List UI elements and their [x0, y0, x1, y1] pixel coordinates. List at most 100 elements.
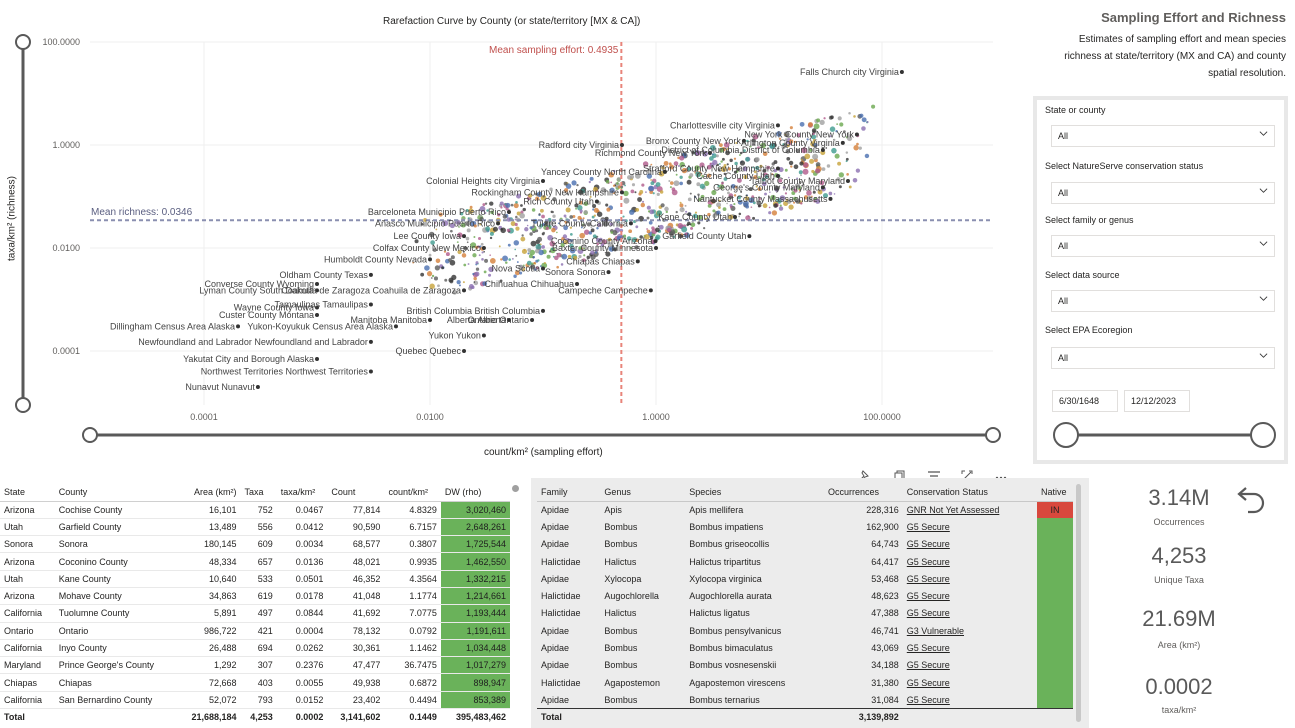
scatter-point	[441, 266, 445, 270]
scatter-point	[790, 186, 794, 190]
county-table-scrollbar[interactable]	[512, 485, 519, 492]
scatter-point	[646, 205, 651, 210]
table-row[interactable]: Chiapas Chiapas 72,668 403 0.0055 49,938 0.687…	[0, 673, 510, 692]
table-row[interactable]: Apidae Bombus Bombus impatiens 162,900 G5 Se…	[537, 518, 1073, 536]
table-row[interactable]: Maryland Prince George's County 1,292 307 0.…	[0, 656, 510, 675]
cell-county: Garfield County	[54, 518, 178, 537]
scatter-point	[635, 207, 640, 212]
col-state[interactable]: State	[0, 484, 55, 502]
point-label: Tulare County California	[531, 218, 628, 228]
table-row[interactable]: Arizona Mohave County 34,863 619 0.0178 41,04…	[0, 587, 510, 606]
table-row[interactable]: Apidae Xylocopa Xylocopa virginica 53,468 G5…	[537, 570, 1073, 588]
start-date-input[interactable]: 6/30/1648	[1052, 390, 1118, 412]
col-taxa-per-km[interactable]: taxa/km²	[276, 484, 328, 502]
scatter-point	[435, 258, 441, 264]
scatter-point	[563, 240, 569, 245]
cell-conservation-status[interactable]: G5 Secure	[906, 539, 950, 550]
cell-conservation-status[interactable]: G3 Vulnerable	[906, 625, 964, 636]
state-or-county-dropdown[interactable]: All	[1051, 125, 1275, 147]
date-range-slider[interactable]	[1052, 420, 1277, 450]
table-row[interactable]: Utah Garfield County 13,489 556 0.0412 90,590…	[0, 518, 510, 537]
data-source-dropdown[interactable]: All	[1051, 290, 1275, 312]
species-table-scrollbar[interactable]	[1076, 484, 1081, 722]
conservation-status-dropdown[interactable]: All	[1051, 182, 1275, 204]
col-species[interactable]: Species	[685, 484, 825, 502]
cell-conservation-status[interactable]: G5 Secure	[906, 556, 950, 567]
scatter-point	[567, 254, 572, 259]
scatter-point	[588, 231, 593, 235]
county-table[interactable]: State County Area (km²) Taxa taxa/km² Co…	[0, 484, 510, 726]
scatter-point	[650, 179, 653, 181]
scatter-point	[556, 231, 558, 234]
table-row[interactable]: Apidae Bombus Bombus ternarius 31,084 G5 Sec…	[537, 691, 1073, 709]
scatter-point	[565, 216, 567, 219]
cell-conservation-status[interactable]: G5 Secure	[906, 660, 950, 671]
col-count[interactable]: Count	[327, 484, 385, 502]
undo-arrow-icon[interactable]	[1236, 482, 1268, 514]
chart-plot-area[interactable]: 0.0001 0.0100 1.0000 100.0000 100.0000 1.0000…	[0, 0, 1010, 470]
table-row[interactable]: Halictidae Halictus Halictus ligatus 47,388…	[537, 604, 1073, 623]
scatter-point	[679, 175, 683, 179]
cell-conservation-status[interactable]: GNR Not Yet Assessed	[906, 504, 1000, 515]
table-row[interactable]: Apidae Apis Apis mellifera 228,316 GNR Not Y…	[537, 501, 1073, 519]
table-row[interactable]: Apidae Bombus Bombus pensylvanicus 46,741 G3…	[537, 622, 1073, 640]
cell-taxa: 793	[240, 691, 277, 710]
table-row[interactable]: Halictidae Augochlorella Augochlorella aur…	[537, 587, 1073, 605]
scatter-point	[793, 164, 799, 170]
cell-taxa: 307	[240, 656, 277, 675]
table-row[interactable]: California San Bernardino County 52,072 793…	[0, 691, 510, 710]
labeled-point	[648, 288, 653, 293]
cell-conservation-status[interactable]: G5 Secure	[906, 591, 950, 602]
col-county[interactable]: County	[54, 484, 178, 502]
cell-taxa: 556	[240, 518, 277, 537]
table-row[interactable]: Apidae Bombus Bombus bimaculatus 43,069 G5 S…	[537, 639, 1073, 657]
scatter-point	[639, 235, 643, 239]
col-occurrences[interactable]: Occurrences	[824, 484, 903, 502]
rarefaction-chart[interactable]: Rarefaction Curve by County (or state/te…	[0, 0, 1010, 470]
table-row[interactable]: Apidae Bombus Bombus vosnesenskii 34,188 G5 …	[537, 656, 1073, 674]
scatter-point	[594, 251, 598, 254]
cell-conservation-status[interactable]: G5 Secure	[906, 694, 950, 705]
scatter-point	[532, 225, 535, 229]
family-genus-dropdown[interactable]: All	[1051, 235, 1275, 257]
epa-ecoregion-dropdown[interactable]: All	[1051, 347, 1275, 369]
col-area[interactable]: Area (km²)	[177, 484, 241, 502]
scatter-point	[557, 222, 560, 225]
scatter-point	[762, 168, 767, 173]
table-row[interactable]: Halictidae Halictus Halictus tripartitus 64…	[537, 552, 1073, 571]
cell-conservation-status[interactable]: G5 Secure	[906, 573, 950, 584]
scatter-point	[537, 259, 540, 262]
table-row[interactable]: California Inyo County 26,488 694 0.0262 30,3…	[0, 639, 510, 658]
table-row[interactable]: Arizona Coconino County 48,334 657 0.0136 48,…	[0, 552, 510, 571]
col-count-per-km[interactable]: count/km²	[384, 484, 441, 502]
cell-conservation-status[interactable]: G5 Secure	[906, 643, 950, 654]
col-family[interactable]: Family	[537, 484, 601, 502]
scatter-point	[535, 243, 542, 250]
cell-conservation-status[interactable]: G5 Secure	[906, 677, 950, 688]
col-conservation-status[interactable]: Conservation Status	[902, 484, 1037, 502]
end-date-input[interactable]: 12/12/2023	[1124, 390, 1190, 412]
page-title: Sampling Effort and Richness	[1101, 10, 1286, 25]
point-label: Chihuahua Chihuahua	[484, 279, 574, 289]
cell-conservation-status[interactable]: G5 Secure	[906, 521, 950, 532]
col-dw-rho[interactable]: DW (rho)	[440, 484, 510, 502]
col-native[interactable]: Native	[1037, 484, 1073, 502]
table-row[interactable]: Ontario Ontario 986,722 421 0.0004 78,132 0.07…	[0, 622, 510, 640]
labeled-point	[462, 349, 467, 353]
table-row[interactable]: Arizona Cochise County 16,101 752 0.0467 77,8…	[0, 501, 510, 519]
cell-conservation-status[interactable]: G5 Secure	[906, 608, 950, 619]
scatter-point	[722, 207, 727, 212]
cell-taxa-per-km: 0.0844	[276, 604, 328, 623]
scatter-point	[669, 186, 672, 189]
table-row[interactable]: California Tuolumne County 5,891 497 0.0844 4…	[0, 604, 510, 623]
cell-taxa-per-km: 0.0467	[276, 501, 328, 519]
species-table[interactable]: Family Genus Species Occurrences Conserv…	[537, 484, 1073, 726]
table-row[interactable]: Halictidae Agapostemon Agapostemon viresce…	[537, 673, 1073, 692]
scatter-point	[579, 232, 586, 239]
scatter-point	[412, 261, 415, 264]
table-row[interactable]: Utah Kane County 10,640 533 0.0501 46,352 4.35…	[0, 570, 510, 588]
table-row[interactable]: Apidae Bombus Bombus griseocollis 64,743 G5 …	[537, 535, 1073, 553]
col-genus[interactable]: Genus	[600, 484, 686, 502]
table-row[interactable]: Sonora Sonora 180,145 609 0.0034 68,577 0.3807…	[0, 535, 510, 554]
col-taxa[interactable]: Taxa	[240, 484, 277, 502]
